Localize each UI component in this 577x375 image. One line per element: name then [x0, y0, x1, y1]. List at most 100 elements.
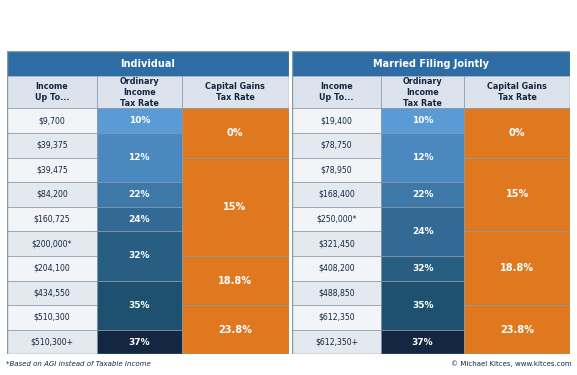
Text: 0%: 0% [227, 128, 243, 138]
Bar [464, 305, 570, 354]
Bar [381, 182, 464, 207]
Text: 35%: 35% [129, 301, 150, 310]
Text: © Michael Kitces, www.kitces.com: © Michael Kitces, www.kitces.com [451, 360, 571, 367]
Text: 23.8%: 23.8% [500, 325, 534, 335]
Text: $168,400: $168,400 [318, 190, 355, 199]
Text: 18.8%: 18.8% [218, 276, 252, 286]
Text: $408,200: $408,200 [318, 264, 355, 273]
Text: 22%: 22% [412, 190, 433, 199]
Text: 0%: 0% [509, 128, 526, 138]
Text: Income
Up To...: Income Up To... [319, 82, 354, 102]
Text: 12%: 12% [412, 153, 433, 162]
Bar [292, 51, 570, 76]
Text: 10%: 10% [412, 116, 433, 125]
Bar [381, 207, 464, 256]
Bar [182, 256, 288, 305]
Bar [381, 256, 464, 280]
Bar [464, 231, 570, 305]
Text: $434,550: $434,550 [33, 288, 70, 297]
Text: 15%: 15% [505, 189, 529, 200]
Bar [182, 76, 288, 108]
Text: Ordinary
Income
Tax Rate: Ordinary Income Tax Rate [119, 77, 159, 108]
Text: $78,750: $78,750 [321, 141, 353, 150]
Text: $612,350: $612,350 [318, 313, 355, 322]
Bar [292, 256, 381, 280]
Bar [97, 280, 182, 330]
Text: 18.8%: 18.8% [500, 263, 534, 273]
Bar [292, 108, 381, 133]
Text: $160,725: $160,725 [33, 214, 70, 223]
Text: Capital Gains
Tax Rate: Capital Gains Tax Rate [205, 82, 265, 102]
Bar [97, 231, 182, 280]
Bar [292, 76, 381, 108]
Text: Married Filing Jointly: Married Filing Jointly [373, 58, 489, 69]
Text: $78,950: $78,950 [321, 165, 353, 174]
Bar [182, 305, 288, 354]
Text: 37%: 37% [412, 338, 433, 346]
Bar [97, 330, 182, 354]
Text: 10%: 10% [129, 116, 150, 125]
Text: $250,000*: $250,000* [316, 214, 357, 223]
Text: *Based on AGI instead of Taxable Income: *Based on AGI instead of Taxable Income [6, 361, 151, 367]
Bar [7, 207, 97, 231]
Text: Income
Up To...: Income Up To... [35, 82, 69, 102]
Text: $510,300: $510,300 [33, 313, 70, 322]
Bar [7, 330, 97, 354]
Bar [97, 108, 182, 133]
Text: $9,700: $9,700 [39, 116, 65, 125]
Text: ORDINARY, LONG-TERM CAPITAL & QUALIFIED DIVIDEND RATES:: ORDINARY, LONG-TERM CAPITAL & QUALIFIED … [86, 9, 491, 19]
Bar [7, 256, 97, 280]
Bar [292, 133, 381, 158]
Text: 24%: 24% [412, 227, 433, 236]
Bar [182, 108, 288, 158]
Bar [292, 158, 381, 182]
Bar [97, 207, 182, 231]
Text: $510,300+: $510,300+ [31, 338, 73, 346]
Text: INDIVIDUAL VS. MARRIED FILING JOINTLY: INDIVIDUAL VS. MARRIED FILING JOINTLY [158, 34, 419, 45]
Bar [292, 207, 381, 231]
Text: 32%: 32% [412, 264, 433, 273]
Bar [381, 76, 464, 108]
Bar [7, 305, 97, 330]
Text: $488,850: $488,850 [318, 288, 355, 297]
Bar [381, 133, 464, 182]
Text: Ordinary
Income
Tax Rate: Ordinary Income Tax Rate [403, 77, 443, 108]
Text: Individual: Individual [120, 58, 175, 69]
Text: $612,350+: $612,350+ [315, 338, 358, 346]
Bar [182, 158, 288, 256]
Text: $19,400: $19,400 [320, 116, 353, 125]
Bar [97, 133, 182, 182]
Text: $204,100: $204,100 [33, 264, 70, 273]
Bar [292, 305, 381, 330]
Text: 22%: 22% [129, 190, 150, 199]
Text: 35%: 35% [412, 301, 433, 310]
Bar [381, 108, 464, 133]
Bar [292, 231, 381, 256]
Text: $84,200: $84,200 [36, 190, 68, 199]
Text: 37%: 37% [129, 338, 150, 346]
Bar [7, 231, 97, 256]
Bar [464, 76, 570, 108]
Bar [7, 158, 97, 182]
Bar [7, 133, 97, 158]
Text: 12%: 12% [129, 153, 150, 162]
Bar [292, 280, 381, 305]
Bar [97, 76, 182, 108]
Bar [7, 76, 97, 108]
Text: $200,000*: $200,000* [32, 239, 72, 248]
Bar [381, 330, 464, 354]
Text: $39,475: $39,475 [36, 165, 68, 174]
Bar [292, 182, 381, 207]
Text: 24%: 24% [129, 214, 150, 223]
Bar [97, 182, 182, 207]
Text: $39,375: $39,375 [36, 141, 68, 150]
Text: 15%: 15% [223, 202, 246, 212]
Bar [464, 158, 570, 231]
Text: Capital Gains
Tax Rate: Capital Gains Tax Rate [488, 82, 547, 102]
Bar [464, 108, 570, 158]
Text: 23.8%: 23.8% [218, 325, 252, 335]
Text: $321,450: $321,450 [318, 239, 355, 248]
Bar [7, 280, 97, 305]
Bar [292, 330, 381, 354]
Bar [7, 51, 288, 76]
